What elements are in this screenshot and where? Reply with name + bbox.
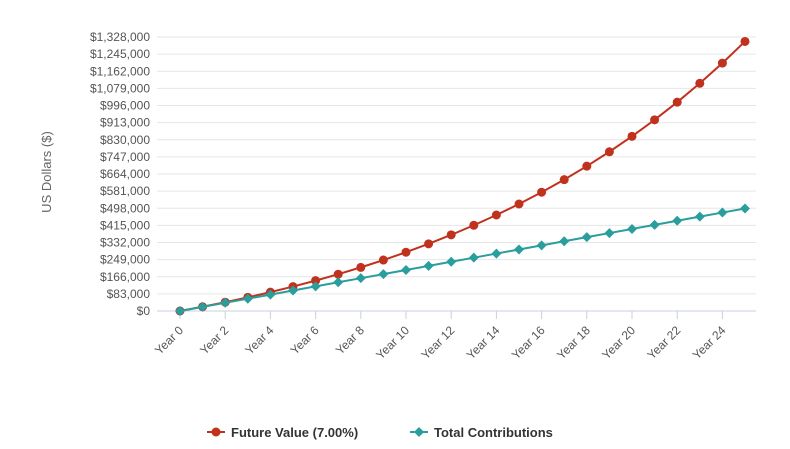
data-point[interactable] (672, 97, 682, 107)
x-axis: Year 0 Year 2 Year 4 Year 6 Year 8 Year 10 Yea… (152, 311, 729, 362)
data-point[interactable] (446, 230, 456, 240)
x-tick-label: Year 6 (288, 323, 322, 357)
data-point[interactable] (672, 215, 683, 226)
data-point[interactable] (401, 264, 411, 275)
data-point[interactable] (649, 219, 660, 230)
data-point[interactable] (310, 281, 321, 292)
data-point[interactable] (220, 297, 231, 308)
data-point[interactable] (695, 78, 705, 88)
x-tick-label: Year 22 (644, 323, 683, 362)
data-point[interactable] (424, 239, 434, 249)
y-tick-label: $166,000 (100, 270, 150, 284)
y-tick-label: $83,000 (107, 287, 151, 301)
y-tick-label: $913,000 (100, 116, 150, 130)
y-tick-label: $332,000 (100, 236, 150, 250)
legend-item[interactable]: Future Value (7.00%) (207, 425, 358, 440)
data-point[interactable] (265, 289, 276, 300)
y-tick-label: $1,079,000 (90, 81, 150, 95)
data-point[interactable] (423, 260, 434, 271)
x-tick-label: Year 8 (333, 323, 367, 357)
data-point[interactable] (537, 187, 547, 197)
data-point[interactable] (311, 276, 321, 286)
data-point[interactable] (401, 247, 411, 257)
y-tick-label: $1,328,000 (90, 30, 150, 44)
series-group (175, 36, 750, 316)
data-point[interactable] (175, 306, 185, 316)
x-tick-label: Year 4 (242, 323, 276, 357)
data-point[interactable] (378, 255, 388, 265)
data-point[interactable] (559, 175, 569, 185)
data-point[interactable] (740, 36, 750, 46)
series-future-value (175, 36, 750, 316)
legend-marker (211, 427, 221, 437)
gridlines (157, 36, 756, 312)
x-tick-label: Year 20 (599, 323, 638, 362)
data-point[interactable] (514, 199, 524, 209)
y-tick-label: $830,000 (100, 133, 150, 147)
legend-marker (414, 427, 424, 437)
data-point[interactable] (356, 262, 366, 272)
x-tick-label: Year 12 (418, 323, 457, 362)
series-line (179, 40, 746, 312)
data-point[interactable] (536, 240, 547, 251)
data-point[interactable] (717, 207, 728, 218)
data-point[interactable] (197, 301, 208, 312)
data-point[interactable] (378, 269, 389, 280)
data-point[interactable] (469, 220, 479, 230)
data-point[interactable] (446, 256, 457, 267)
y-axis-label: US Dollars ($) (39, 131, 54, 213)
x-tick-label: Year 2 (197, 323, 231, 357)
y-tick-label: $1,245,000 (90, 47, 150, 61)
data-point[interactable] (491, 248, 502, 259)
y-tick-label: $498,000 (100, 201, 150, 215)
y-tick-label: $581,000 (100, 184, 150, 198)
legend[interactable]: Future Value (7.00%) Total Contributions (207, 425, 553, 440)
x-tick-label: Year 10 (373, 323, 412, 362)
data-point[interactable] (333, 277, 344, 288)
data-point[interactable] (514, 244, 524, 255)
y-tick-label: $0 (137, 304, 151, 318)
data-point[interactable] (242, 293, 253, 304)
data-point[interactable] (581, 232, 592, 243)
x-tick-label: Year 24 (690, 323, 729, 362)
data-point[interactable] (582, 161, 592, 171)
data-point[interactable] (627, 223, 637, 234)
legend-item[interactable]: Total Contributions (410, 425, 553, 440)
data-point[interactable] (333, 269, 343, 279)
legend-label: Future Value (7.00%) (231, 425, 358, 440)
data-point[interactable] (468, 252, 479, 263)
data-point[interactable] (355, 273, 366, 284)
y-tick-label: $664,000 (100, 167, 150, 181)
data-point[interactable] (491, 210, 501, 220)
series-total-contributions (175, 203, 750, 316)
y-tick-label: $415,000 (100, 218, 150, 232)
y-axis: $0 $83,000 $166,000 $249,000 $332,000 $415,00… (90, 30, 150, 318)
data-point[interactable] (740, 203, 750, 214)
data-point[interactable] (717, 58, 727, 68)
data-point[interactable] (559, 236, 570, 247)
data-point[interactable] (694, 211, 705, 222)
x-tick-label: Year 18 (554, 323, 593, 362)
x-tick-label: Year 0 (152, 323, 186, 357)
x-tick-label: Year 16 (509, 323, 548, 362)
y-tick-label: $249,000 (100, 253, 150, 267)
x-tick-label: Year 14 (464, 323, 503, 362)
data-point[interactable] (604, 228, 615, 239)
y-tick-label: $747,000 (100, 150, 150, 164)
data-point[interactable] (604, 147, 614, 157)
y-tick-label: $1,162,000 (90, 64, 150, 78)
data-point[interactable] (288, 285, 298, 296)
data-point[interactable] (650, 115, 660, 125)
y-tick-label: $996,000 (100, 99, 150, 113)
data-point[interactable] (627, 131, 637, 141)
legend-label: Total Contributions (434, 425, 553, 440)
